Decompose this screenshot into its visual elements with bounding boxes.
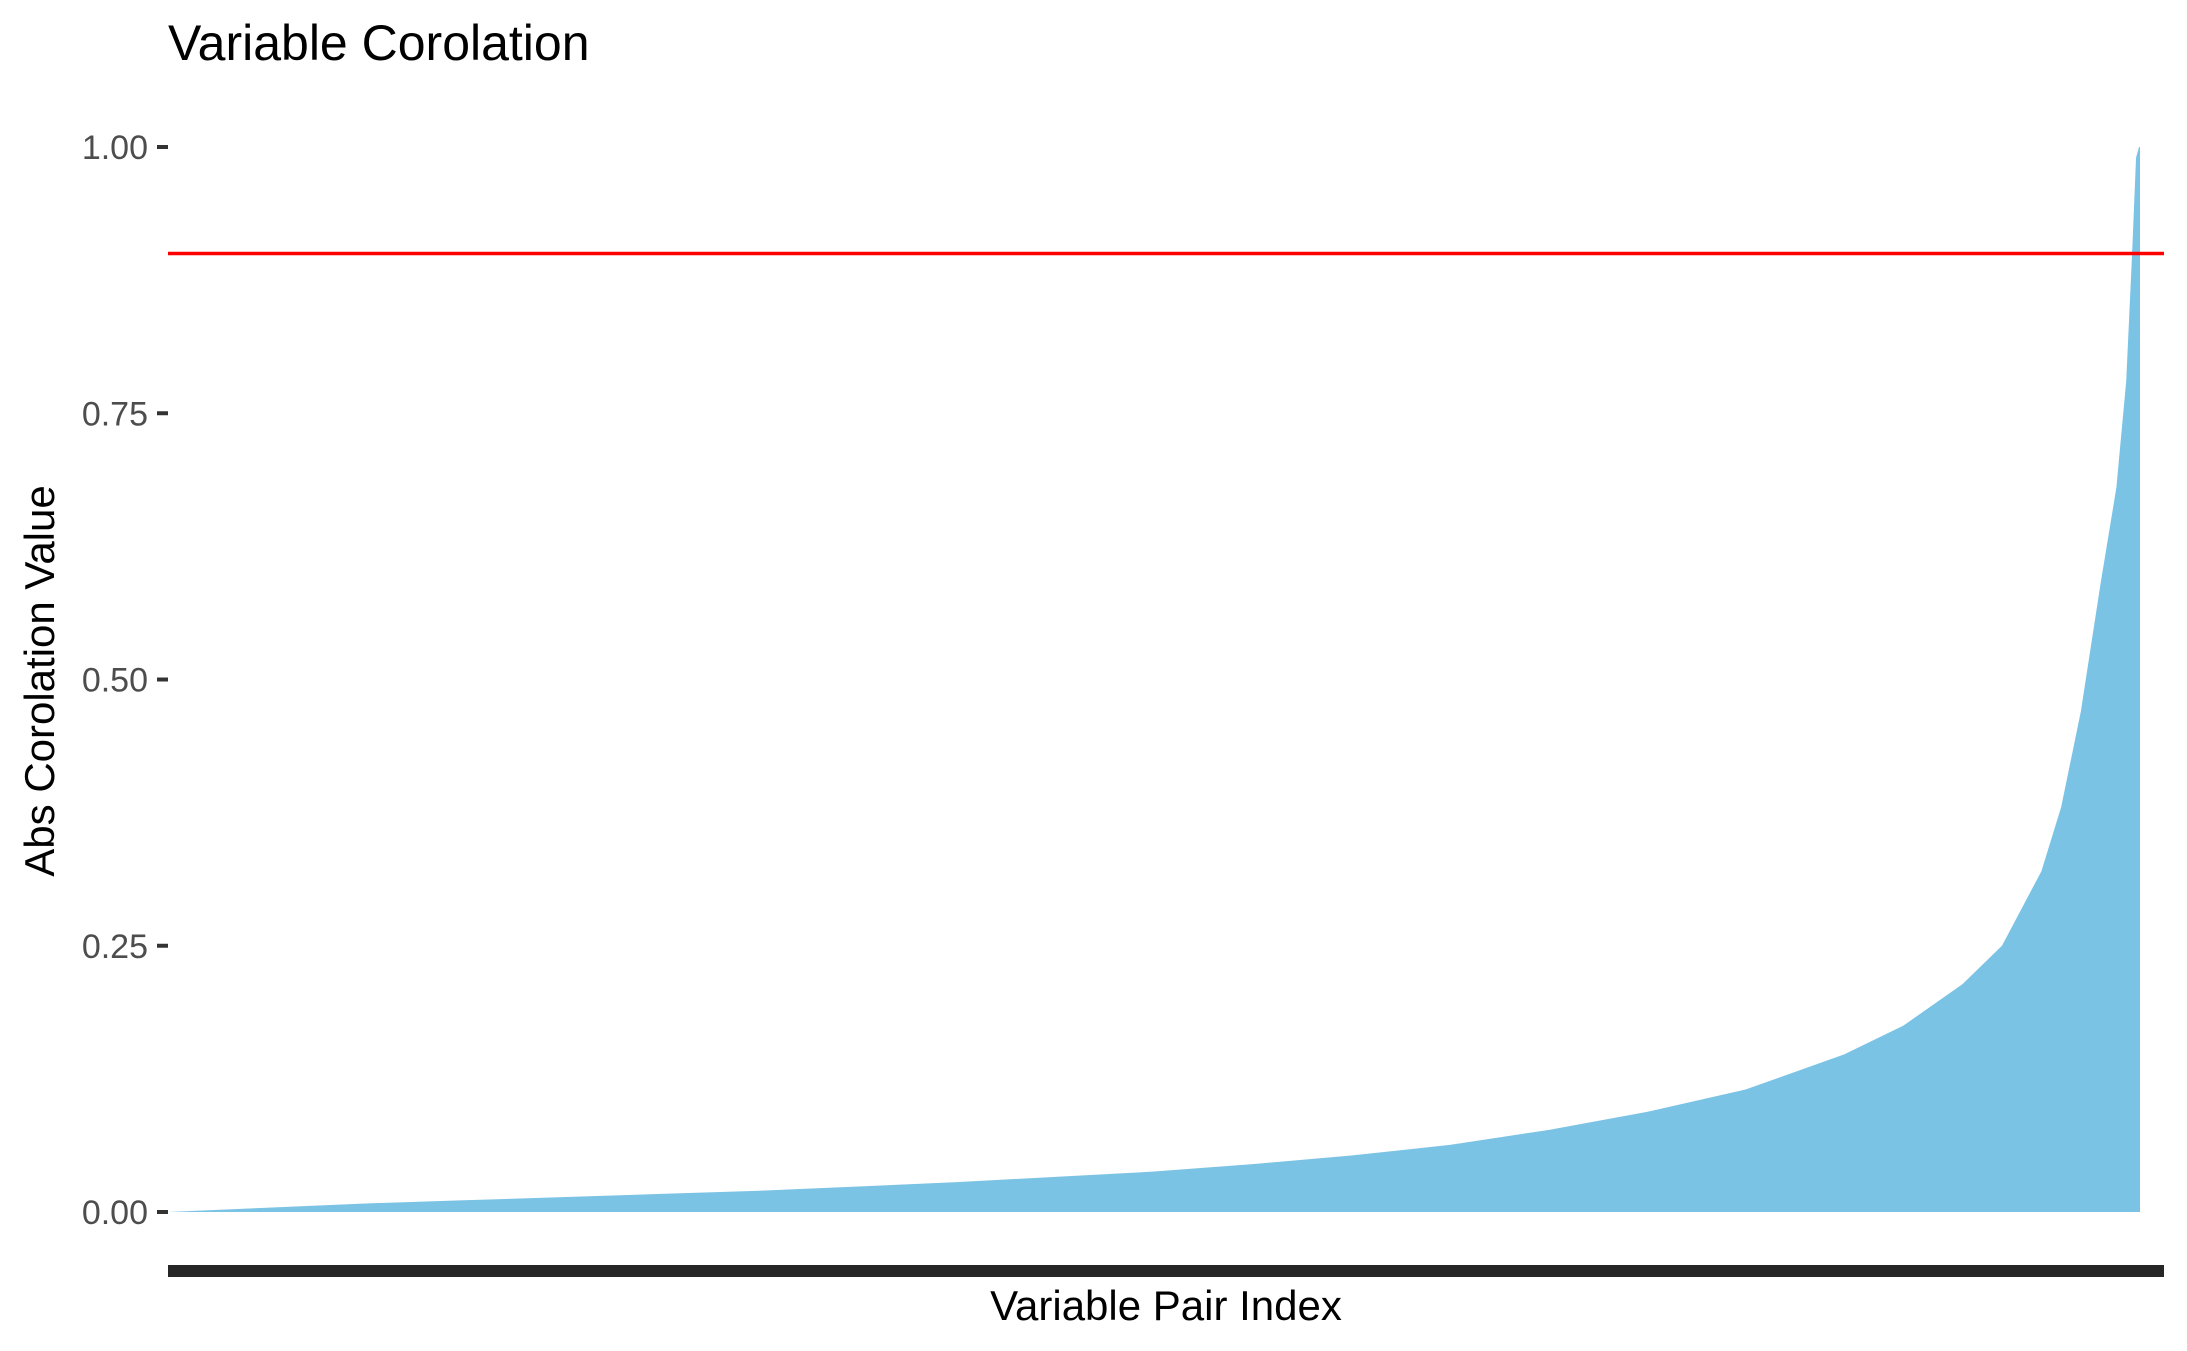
y-tick-label-3: 0.75 [82,395,148,433]
x-axis-bar [168,1265,2164,1277]
y-tick-label-4: 1.00 [82,129,148,167]
chart-title: Variable Corolation [168,15,590,71]
y-axis: 0.00 0.25 0.50 0.75 1.00 [82,129,168,1232]
y-axis-title: Abs Corolation Value [16,485,63,876]
y-tick-label-1: 0.25 [82,928,148,966]
x-axis-title: Variable Pair Index [990,1282,1342,1329]
area-layer [168,147,2140,1212]
y-tick-label-0: 0.00 [82,1194,148,1232]
y-tick-label-2: 0.50 [82,662,148,700]
area-series-0 [168,147,2140,1212]
